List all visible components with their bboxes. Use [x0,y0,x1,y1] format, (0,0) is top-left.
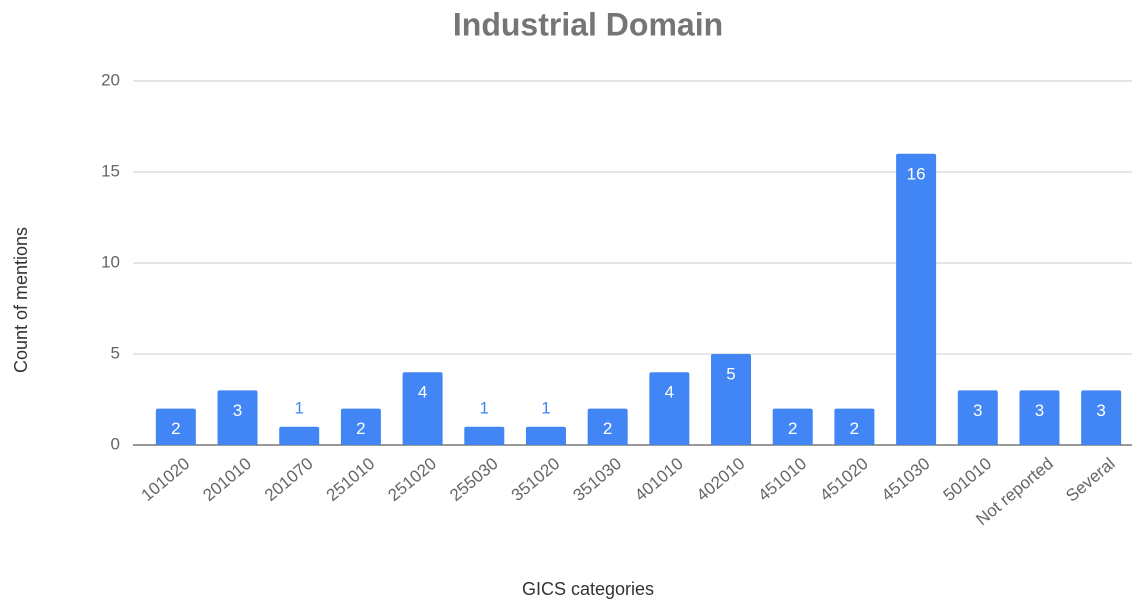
data-label: 3 [1035,401,1044,420]
x-tick-label: 402010 [693,454,749,505]
x-tick-label: 201010 [199,454,255,505]
x-tick-label: 351020 [508,454,564,505]
y-tick-label: 5 [111,343,120,362]
data-label: 5 [726,364,735,383]
x-tick-label: 451010 [754,454,810,505]
bar [649,372,690,445]
data-label: 4 [418,383,427,402]
chart-title: Industrial Domain [453,6,723,42]
bar [402,372,443,445]
bar [834,408,875,445]
bar [217,390,258,445]
bar [772,408,813,445]
x-tick-label: 251020 [384,454,440,505]
y-tick-label: 20 [101,70,120,89]
bar [464,426,505,445]
x-tick-label: 351030 [569,454,625,505]
x-tick-label: 451020 [816,454,872,505]
x-tick-label: 451030 [878,454,934,505]
bar [957,390,998,445]
bar [711,354,752,445]
data-label: 2 [603,419,612,438]
bar [525,426,566,445]
data-label: 2 [356,419,365,438]
x-tick-label: 501010 [940,454,996,505]
data-label: 3 [973,401,982,420]
data-label: 3 [1096,401,1105,420]
bar [155,408,196,445]
data-label: 1 [480,398,489,417]
y-axis-label: Count of mentions [11,227,31,373]
x-tick-label: 101020 [138,454,194,505]
y-tick-label: 15 [101,161,120,180]
bar [896,153,937,446]
x-tick-label: 201070 [261,454,317,505]
data-label: 4 [665,383,674,402]
x-tick-label: 255030 [446,454,502,505]
data-label: 2 [788,419,797,438]
data-label: 2 [171,419,180,438]
bar [340,408,381,445]
bar [587,408,628,445]
bar [1019,390,1060,445]
data-label: 3 [233,401,242,420]
x-tick-label: Several [1062,454,1118,506]
y-tick-label: 10 [101,252,120,271]
x-tick-label: 401010 [631,454,687,505]
data-label: 1 [294,398,303,417]
data-label: 2 [850,419,859,438]
bar [1081,390,1122,445]
x-tick-label: 251010 [323,454,379,505]
data-label: 1 [541,398,550,417]
x-axis-label: GICS categories [522,579,654,599]
bar [279,426,320,445]
y-tick-label: 0 [111,434,120,453]
data-label: 16 [907,164,926,183]
